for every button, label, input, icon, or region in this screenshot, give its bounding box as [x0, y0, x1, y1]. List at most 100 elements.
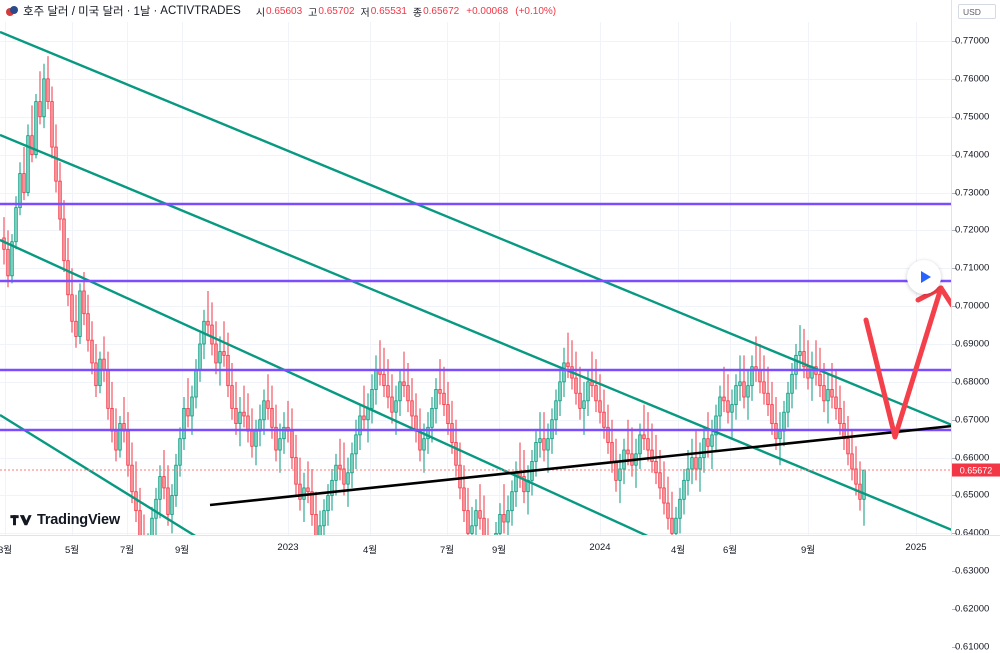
- time-tick-label: 9월: [174, 545, 190, 556]
- candle-body: [506, 510, 510, 523]
- candle-body: [74, 320, 78, 337]
- candle-body: [750, 366, 754, 387]
- candle-body: [446, 404, 450, 424]
- time-tick-label: 7월: [439, 545, 455, 556]
- candle-body: [218, 351, 222, 364]
- candle-body: [370, 389, 374, 409]
- forecast-arrow-head-right[interactable]: [938, 285, 952, 308]
- price-tick-label: 0.70000: [955, 300, 990, 312]
- channel-line-4[interactable]: [0, 413, 460, 536]
- candle-body: [578, 392, 582, 409]
- time-tick-label: 2023: [277, 542, 299, 553]
- candle-body: [670, 517, 674, 534]
- candle-body: [434, 389, 438, 409]
- play-button[interactable]: [907, 260, 941, 294]
- candle-body: [58, 180, 62, 220]
- horizontal-gridline: [0, 420, 952, 421]
- candle-body: [466, 510, 470, 534]
- candle-body: [182, 407, 186, 440]
- vertical-gridline: [370, 22, 371, 536]
- time-axis[interactable]: 3월 5월 7월 9월 2023 4월 7월 9월 2024 4월 6월 9월 2025: [0, 535, 1000, 559]
- chart-plot-area[interactable]: [0, 22, 952, 536]
- candle-body: [18, 173, 22, 209]
- currency-badge[interactable]: USD: [958, 4, 996, 19]
- candle-body: [666, 502, 670, 519]
- candle-body: [462, 487, 466, 512]
- candle-body: [494, 532, 498, 536]
- price-tick-mark: [952, 458, 957, 459]
- candle-body: [422, 438, 426, 451]
- candle-body: [34, 101, 38, 156]
- forecast-arrow-path[interactable]: [863, 285, 944, 440]
- candle-body: [66, 260, 70, 296]
- forecast-arrow-head-left[interactable]: [915, 285, 944, 303]
- price-tick-mark: [952, 41, 957, 42]
- candle-body: [234, 407, 238, 424]
- candle-body: [314, 514, 318, 536]
- candle-body: [326, 495, 330, 512]
- candle-body: [654, 461, 658, 474]
- candle-body: [510, 491, 514, 512]
- candle-body: [454, 442, 458, 466]
- candle-body: [38, 101, 42, 118]
- horizontal-gridline: [0, 268, 952, 269]
- candle-body: [30, 135, 34, 156]
- horizontal-gridline: [0, 193, 952, 194]
- symbol-name[interactable]: 호주 달러 / 미국 달러: [23, 6, 124, 18]
- price-tick-label: 0.66000: [955, 452, 990, 464]
- interval-label[interactable]: 1날: [133, 6, 151, 18]
- channel-line-2[interactable]: [0, 133, 952, 532]
- price-axis[interactable]: USD 0.77000 0.76000 0.75000 0.74000 0.73000 0…: [951, 0, 1000, 653]
- vertical-gridline: [5, 22, 6, 536]
- candle-body: [174, 464, 178, 496]
- channel-line-3[interactable]: [0, 238, 700, 536]
- price-tick-mark: [952, 533, 957, 534]
- vertical-gridline: [730, 22, 731, 536]
- candle-body: [582, 400, 586, 409]
- price-tick-label: 0.77000: [955, 35, 990, 47]
- candle-body: [574, 377, 578, 394]
- candle-body: [26, 135, 30, 193]
- candle-body: [546, 438, 550, 451]
- candle-body: [334, 464, 338, 481]
- candle-body: [318, 525, 322, 536]
- candle-body: [734, 385, 738, 406]
- candle-body: [542, 438, 546, 451]
- candle-body: [678, 498, 682, 519]
- legend-separator-2: ·: [153, 5, 158, 17]
- horizontal-gridline: [0, 79, 952, 80]
- ohlc-low-val: 0.65531: [370, 5, 407, 17]
- candle-body: [554, 400, 558, 421]
- price-tick-label: 0.67000: [955, 414, 990, 426]
- candle-body: [410, 400, 414, 417]
- candle-body: [594, 385, 598, 402]
- candle-body: [766, 392, 770, 405]
- price-tick-mark: [952, 155, 957, 156]
- drawing-overlays[interactable]: [0, 22, 952, 536]
- candle-body: [78, 290, 82, 337]
- instrument-dot-icon: [6, 5, 18, 17]
- candle-body: [606, 426, 610, 443]
- ohlc-open-key: 시: [255, 7, 266, 19]
- vertical-gridline: [182, 22, 183, 536]
- candle-body: [714, 415, 718, 436]
- candle-body: [394, 400, 398, 413]
- candle-body: [682, 479, 686, 500]
- candle-body: [170, 495, 174, 515]
- candle-body: [82, 290, 86, 315]
- vertical-gridline: [447, 22, 448, 536]
- candle-body: [618, 468, 622, 481]
- candle-body: [166, 487, 170, 515]
- candle-body: [190, 396, 194, 417]
- channel-line-1[interactable]: [0, 30, 952, 427]
- price-tick-label: 0.69000: [955, 338, 990, 350]
- candle-body: [346, 472, 350, 485]
- candle-body: [710, 434, 714, 447]
- candle-body: [338, 464, 342, 470]
- exchange-label[interactable]: ACTIVTRADES: [160, 5, 241, 17]
- candle-body: [562, 362, 566, 383]
- candle-body: [478, 510, 482, 519]
- ascending-trendline[interactable]: [209, 424, 952, 507]
- time-tick-label: 4월: [362, 545, 378, 556]
- candle-body: [362, 415, 366, 421]
